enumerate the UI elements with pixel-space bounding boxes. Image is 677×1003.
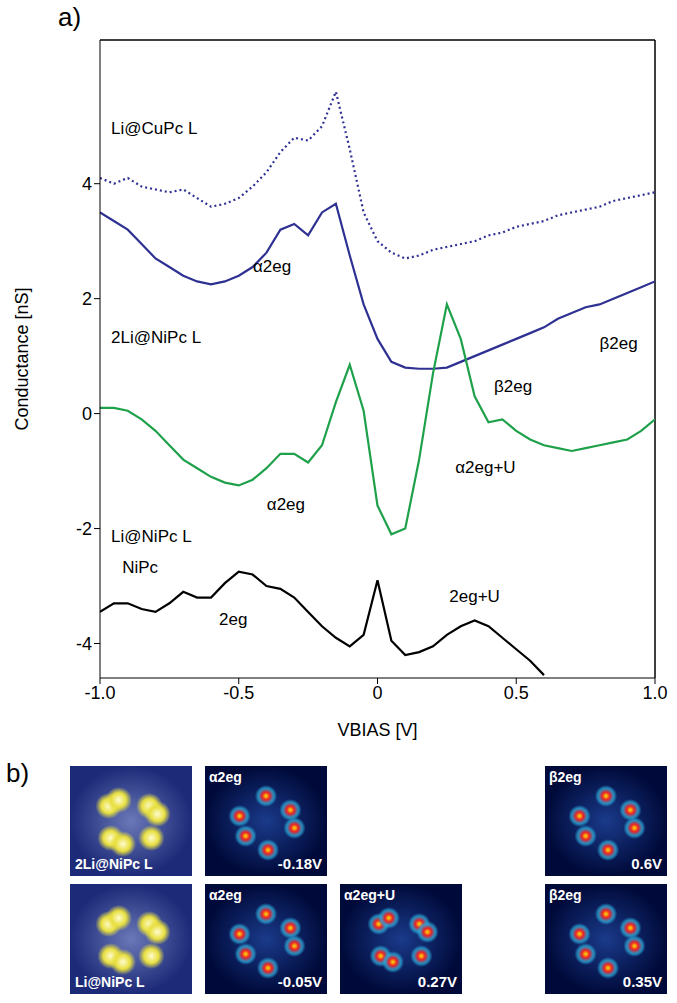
svg-text:VBIAS [V]: VBIAS [V]: [337, 720, 417, 740]
svg-text:4: 4: [82, 174, 92, 194]
svg-text:α2eg: α2eg: [209, 769, 242, 785]
svg-text:α2eg: α2eg: [209, 887, 242, 903]
svg-text:α2eg+U: α2eg+U: [344, 887, 395, 903]
svg-text:-0.5: -0.5: [223, 683, 254, 703]
svg-text:0: 0: [82, 404, 92, 424]
svg-text:2eg: 2eg: [219, 610, 247, 629]
svg-text:-0.05V: -0.05V: [278, 973, 322, 990]
svg-text:-2: -2: [76, 519, 92, 539]
svg-text:-1.0: -1.0: [84, 683, 115, 703]
svg-text:0.35V: 0.35V: [623, 973, 662, 990]
svg-text:β2eg: β2eg: [549, 769, 582, 785]
html-text:a): a): [58, 2, 82, 32]
svg-text:Li@CuPc L: Li@CuPc L: [111, 119, 197, 138]
svg-text:0.5: 0.5: [504, 683, 529, 703]
svg-text:2Li@NiPc L: 2Li@NiPc L: [75, 856, 153, 872]
svg-text:Li@NiPc L: Li@NiPc L: [111, 527, 192, 546]
svg-text:NiPc: NiPc: [122, 558, 158, 577]
svg-text:2eg+U: 2eg+U: [449, 587, 500, 606]
svg-text:α2eg: α2eg: [253, 257, 291, 276]
svg-text:2: 2: [82, 289, 92, 309]
svg-text:β2eg: β2eg: [494, 377, 532, 396]
svg-text:β2eg: β2eg: [549, 887, 582, 903]
svg-text:2Li@NiPc L: 2Li@NiPc L: [111, 328, 201, 347]
svg-text:0.27V: 0.27V: [418, 973, 457, 990]
svg-text:0: 0: [372, 683, 382, 703]
svg-text:α2eg+U: α2eg+U: [455, 458, 515, 477]
svg-text:-4: -4: [76, 634, 92, 654]
svg-text:α2eg: α2eg: [267, 495, 305, 514]
html-text:b): b): [6, 758, 30, 788]
svg-text:0.6V: 0.6V: [631, 855, 662, 872]
svg-text:-0.18V: -0.18V: [278, 855, 322, 872]
svg-text:1.0: 1.0: [642, 683, 667, 703]
svg-text:Li@NiPc L: Li@NiPc L: [75, 974, 145, 990]
svg-text:Conductance [nS]: Conductance [nS]: [12, 287, 32, 430]
svg-text:β2eg: β2eg: [600, 334, 638, 353]
